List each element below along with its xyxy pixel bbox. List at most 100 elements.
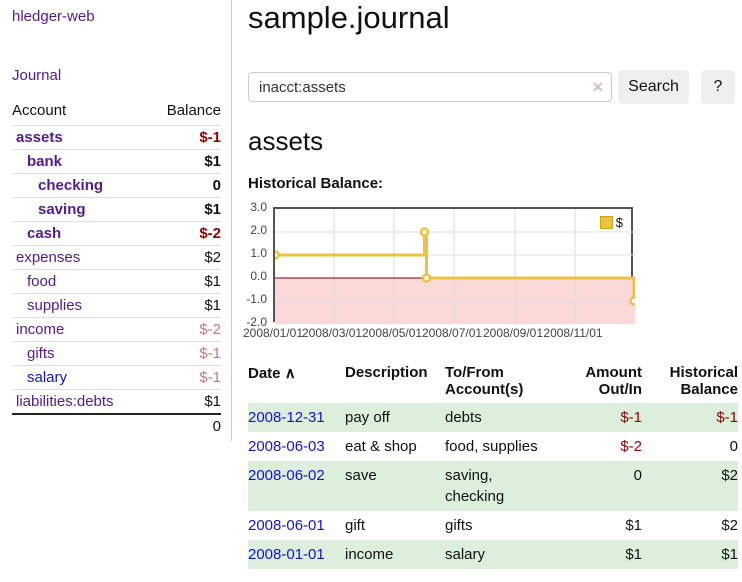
account-link-cash[interactable]: cash: [27, 225, 62, 242]
accounts-header-account: Account: [12, 102, 67, 119]
account-heading: assets: [248, 126, 324, 156]
y-axis-tick-label: 2.0: [250, 223, 267, 237]
account-row: income $-2: [12, 317, 221, 342]
help-button[interactable]: ?: [701, 70, 735, 104]
account-row: assets $-1: [12, 125, 221, 150]
transaction-amount: 0: [633, 467, 642, 484]
transaction-description: save: [345, 467, 377, 484]
register-header-amount: Amount Out/In: [585, 364, 642, 398]
transaction-account: saving, checking: [445, 467, 505, 505]
transaction-description: eat & shop: [345, 438, 417, 455]
transaction-date-link[interactable]: 2008-06-01: [248, 517, 325, 534]
chart-legend: $: [599, 215, 623, 230]
account-row: bank $1: [12, 149, 221, 174]
account-balance: $-1: [148, 365, 221, 390]
account-balance: $-2: [148, 221, 221, 246]
x-axis-tick-label: 2008/03/01: [301, 326, 363, 340]
x-axis-tick-label: 2008/05/01: [361, 326, 423, 340]
register-header-balance: Historical Balance: [669, 364, 738, 398]
account-row: salary $-1: [12, 365, 221, 390]
register-row: 2008-12-31 pay off debts $-1 $-1: [248, 403, 738, 432]
y-axis-tick-label: 0.0: [250, 269, 267, 283]
balance-chart: $ 3.0 2.0 1.0 0.0 -1.0 -2.0 2008/01/01 2008/03…: [243, 200, 635, 340]
account-link-income[interactable]: income: [16, 321, 65, 338]
account-link-checking[interactable]: checking: [38, 177, 104, 194]
search-button[interactable]: Search: [618, 70, 689, 104]
chart-x-axis-labels: 2008/01/01 2008/03/01 2008/05/01 2008/07/01…: [243, 326, 633, 342]
chart-y-axis-labels: 3.0 2.0 1.0 0.0 -1.0 -2.0: [237, 200, 267, 329]
transaction-description: income: [345, 546, 394, 563]
main-content: sample.journal ✕ Search ? assets Histori…: [243, 0, 742, 582]
clear-search-icon[interactable]: ✕: [592, 79, 604, 95]
transaction-date-link[interactable]: 2008-06-03: [248, 438, 325, 455]
account-link-assets[interactable]: assets: [16, 129, 63, 146]
account-row: liabilities:debts $1: [12, 389, 221, 414]
account-balance: 0: [148, 173, 221, 198]
account-row: gifts $-1: [12, 341, 221, 366]
account-row: checking 0: [12, 173, 221, 198]
transaction-account: gifts: [445, 517, 473, 534]
accounts-total-value: 0: [148, 413, 221, 438]
accounts-total-row: 0: [12, 413, 221, 438]
account-balance: $1: [148, 389, 221, 414]
chart-plot-area[interactable]: $: [273, 207, 635, 324]
y-axis-tick-label: 3.0: [250, 200, 267, 214]
transaction-amount: $-2: [620, 438, 642, 455]
transaction-account: food, supplies: [445, 438, 538, 455]
transaction-amount: $1: [625, 517, 642, 534]
account-row: food $1: [12, 269, 221, 294]
account-balance: $1: [148, 293, 221, 318]
account-balance: $-1: [148, 341, 221, 366]
register-row: 2008-06-03 eat & shop food, supplies $-2…: [248, 432, 738, 461]
y-axis-tick-label: -2.0: [246, 315, 267, 329]
transaction-balance: $2: [721, 467, 738, 484]
transaction-account: salary: [445, 546, 486, 563]
transaction-description: pay off: [345, 409, 390, 426]
x-axis-tick-label: 2008/11/01: [543, 326, 603, 340]
account-link-bank[interactable]: bank: [27, 153, 63, 170]
account-link-salary[interactable]: salary: [27, 369, 68, 386]
register-header-description: Description: [345, 364, 428, 381]
account-link-saving[interactable]: saving: [38, 201, 86, 218]
account-link-expenses[interactable]: expenses: [16, 249, 81, 266]
brand-link[interactable]: hledger-web: [12, 8, 95, 25]
sidebar: hledger-web Journal Account Balance asse…: [0, 0, 232, 441]
chart-title: Historical Balance:: [248, 175, 384, 192]
account-row: cash $-2: [12, 221, 221, 246]
x-axis-tick-label: 2008/09/01: [482, 326, 544, 340]
transaction-date-link[interactable]: 2008-06-02: [248, 467, 325, 484]
register-header-row: Date ∧ Description To/From Account(s) Am…: [248, 362, 738, 403]
register-header-date[interactable]: Date ∧: [248, 365, 296, 382]
register-row: 2008-06-02 save saving, checking 0 $2: [248, 461, 738, 511]
account-balance: $2: [148, 245, 221, 270]
x-axis-tick-label: 2008/01/01: [242, 326, 304, 340]
sidebar-item-journal[interactable]: Journal: [12, 67, 62, 84]
accounts-header-row: Account Balance: [12, 99, 221, 126]
search-input[interactable]: [248, 72, 612, 102]
page-title: sample.journal: [248, 0, 450, 35]
account-row: expenses $2: [12, 245, 221, 270]
account-row: saving $1: [12, 197, 221, 222]
transaction-balance: 0: [729, 438, 738, 455]
transaction-balance: $-1: [716, 409, 738, 426]
account-link-liabilities-debts[interactable]: liabilities:debts: [16, 393, 114, 410]
search-form: ✕ Search ?: [248, 70, 742, 104]
y-axis-tick-label: 1.0: [250, 246, 267, 260]
account-balance: $1: [148, 197, 221, 222]
accounts-header-balance: Balance: [166, 102, 221, 119]
transaction-date-link[interactable]: 2008-01-01: [248, 546, 325, 563]
transaction-description: gift: [345, 517, 366, 534]
account-row: supplies $1: [12, 293, 221, 318]
transaction-date-link[interactable]: 2008-12-31: [248, 409, 325, 426]
account-balance: $1: [148, 269, 221, 294]
transaction-account: debts: [445, 409, 482, 426]
x-axis-tick-label: 2008/07/01: [421, 326, 483, 340]
register-table: Date ∧ Description To/From Account(s) Am…: [248, 362, 738, 569]
sort-ascending-icon: ∧: [284, 365, 296, 382]
account-balance: $-1: [148, 125, 221, 150]
account-link-supplies[interactable]: supplies: [27, 297, 83, 314]
y-axis-tick-label: -1.0: [246, 292, 267, 306]
account-link-gifts[interactable]: gifts: [27, 345, 55, 362]
transaction-balance: $1: [721, 546, 738, 563]
account-link-food[interactable]: food: [27, 273, 57, 290]
